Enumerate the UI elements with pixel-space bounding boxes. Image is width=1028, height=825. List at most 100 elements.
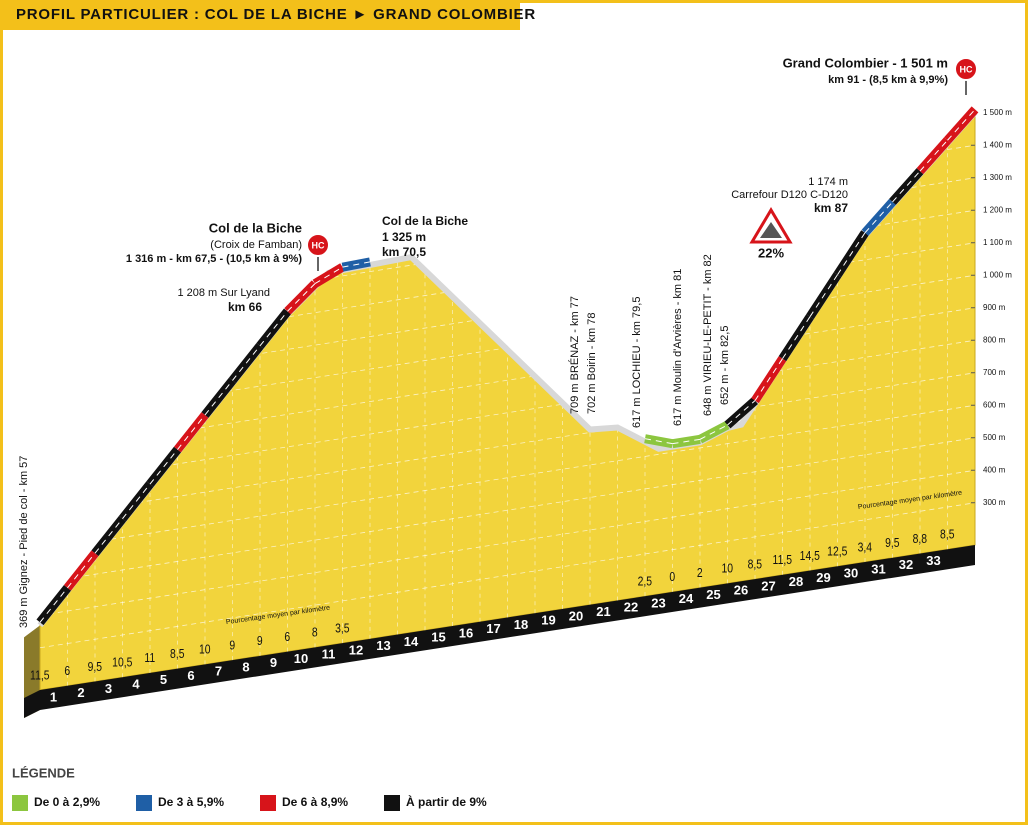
gradient-label: 11,5 xyxy=(30,668,50,682)
x-tick-label: 11 xyxy=(322,647,336,662)
annotation: Col de la Biche xyxy=(209,220,302,235)
y-tick-label: 1 300 m xyxy=(983,173,1012,182)
gradient-label: 8,5 xyxy=(170,647,185,661)
x-tick-label: 9 xyxy=(270,655,277,670)
gradient-label: 14,5 xyxy=(800,549,821,563)
y-tick-label: 1 400 m xyxy=(983,140,1012,149)
y-tick-label: 400 m xyxy=(983,465,1006,474)
x-tick-label: 3 xyxy=(105,681,112,696)
gradient-dash xyxy=(94,518,123,554)
annotation: Grand Colombier - 1 501 m xyxy=(783,55,948,70)
title-box xyxy=(0,0,520,30)
y-tick-label: 500 m xyxy=(983,433,1006,442)
gradient-dash xyxy=(259,310,288,347)
legend-label: À partir de 9% xyxy=(406,794,487,809)
grid-line xyxy=(40,404,975,551)
annotation: km 87 xyxy=(814,201,848,215)
y-tick-label: 300 m xyxy=(983,498,1006,507)
gradient-label: 2,5 xyxy=(638,574,653,588)
x-tick-label: 8 xyxy=(242,659,249,674)
x-tick-label: 15 xyxy=(431,630,445,645)
grid-line xyxy=(40,372,975,519)
annotation: Carrefour D120 C-D120 xyxy=(731,189,848,201)
annotation: (Croix de Famban) xyxy=(210,239,302,251)
hc-badge xyxy=(306,233,330,257)
front-band xyxy=(24,545,975,718)
x-tick-label: 2 xyxy=(77,685,84,700)
gradient-dash xyxy=(39,587,68,623)
y-tick-label: 700 m xyxy=(983,368,1006,377)
gradient-label: 11 xyxy=(144,651,155,665)
x-tick-label: 19 xyxy=(541,613,555,628)
x-tick-label: 28 xyxy=(789,574,803,589)
gradient-dash xyxy=(314,266,343,285)
gradient-label: 9,5 xyxy=(88,660,103,674)
gradient-dash xyxy=(864,201,893,234)
y-tick-label: 900 m xyxy=(983,303,1006,312)
x-tick-label: 32 xyxy=(899,557,913,572)
x-tick-label: 4 xyxy=(132,677,140,692)
grid-line xyxy=(40,437,975,584)
gradient-dash xyxy=(699,424,728,440)
annotation: 702 m Boirin - km 78 xyxy=(586,313,598,414)
annotation: 617 m LOCHIEU - km 79,5 xyxy=(631,297,643,428)
annotation: 709 m BRÉNAZ - km 77 xyxy=(568,296,581,414)
gradient-dash xyxy=(177,414,206,450)
annotation: 369 m Gignez - Pied de col - km 57 xyxy=(18,456,30,628)
x-tick-label: 31 xyxy=(871,561,885,576)
y-tick-label: 1 100 m xyxy=(983,238,1012,247)
gradient-label: 0 xyxy=(669,570,675,584)
legend-swatch xyxy=(384,795,400,811)
x-tick-label: 13 xyxy=(376,638,390,653)
gradient-dash xyxy=(232,345,261,381)
gradient-label: 8,5 xyxy=(940,528,955,542)
annotation: km 70,5 xyxy=(382,245,426,259)
x-tick-label: 6 xyxy=(187,668,194,683)
annotation: 652 m - km 82,5 xyxy=(719,326,731,405)
y-tick-label: 1 500 m xyxy=(983,108,1012,117)
annotation: 1 316 m - km 67,5 - (10,5 km à 9%) xyxy=(126,253,302,265)
x-tick-label: 23 xyxy=(651,595,665,610)
gradient-dash xyxy=(947,109,976,141)
legend: LÉGENDE De 0 à 2,9% De 3 à 5,9% De 6 à 8,9%… xyxy=(12,765,487,811)
grid-line xyxy=(40,469,975,616)
x-tick-label: 24 xyxy=(679,591,694,606)
y-tick-label: 1 000 m xyxy=(983,270,1012,279)
x-tick-label: 21 xyxy=(596,604,610,619)
hc-badge xyxy=(954,57,978,81)
x-tick-label: 33 xyxy=(926,553,940,568)
gradient-label: 2 xyxy=(697,566,703,580)
gradient-label: 6 xyxy=(284,630,290,644)
x-tick-label: 25 xyxy=(706,587,720,602)
annotation: km 91 - (8,5 km à 9,9%) xyxy=(828,74,948,86)
gradient-label: 9,5 xyxy=(885,536,900,550)
x-tick-label: 20 xyxy=(569,608,583,623)
gradient-dash xyxy=(837,232,866,275)
gradient-label: 8 xyxy=(312,626,318,640)
gradient-label: 10,5 xyxy=(112,655,133,669)
gradient-label: 8,8 xyxy=(913,532,928,546)
annotation: 1 325 m xyxy=(382,230,426,244)
gradient-dash xyxy=(149,449,178,485)
gradient-dash xyxy=(67,552,96,589)
x-tick-label: 30 xyxy=(844,566,858,581)
gradient-label: 11,5 xyxy=(773,553,793,567)
gradient-label: 10 xyxy=(199,643,211,657)
gradient-dash xyxy=(892,170,921,203)
gradient-label: 6 xyxy=(64,664,70,678)
x-tick-label: 7 xyxy=(215,664,222,679)
chart-title: PROFIL PARTICULIER : COL DE LA BICHE ► G… xyxy=(16,6,536,23)
grid-line xyxy=(40,339,975,486)
hc-badge-label: HC xyxy=(960,64,973,74)
gradient-label: 12,5 xyxy=(827,545,848,559)
gradient-label: 9 xyxy=(257,634,263,648)
gradient-dash xyxy=(809,274,838,317)
x-tick-label: 10 xyxy=(294,651,308,666)
gradient-dash xyxy=(782,316,811,359)
gradient-dash xyxy=(204,380,233,416)
legend-label: De 0 à 2,9% xyxy=(34,795,100,809)
x-tick-label: 27 xyxy=(761,578,775,593)
gradient-label: 9 xyxy=(229,638,235,652)
gradient-segment xyxy=(724,397,758,429)
